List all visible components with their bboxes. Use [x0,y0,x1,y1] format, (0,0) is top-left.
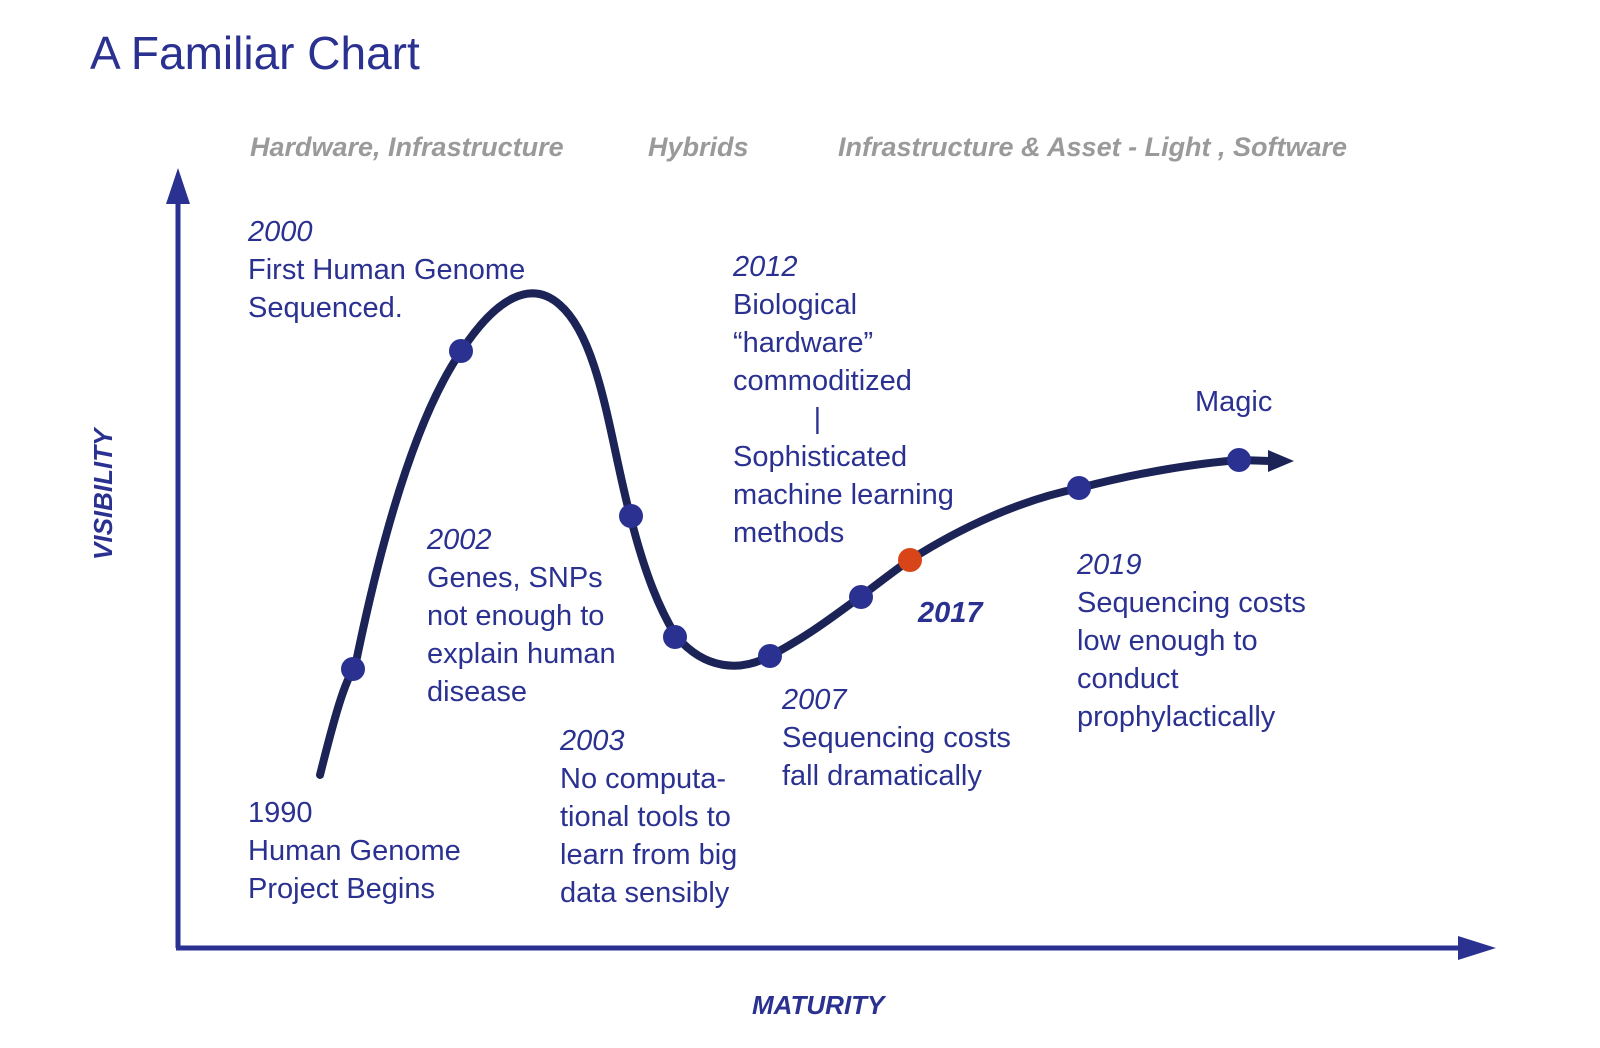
annotation-year: 2017 [918,597,983,629]
annotation-1990: 1990 Human Genome Project Begins [248,794,461,908]
annotation-year: 2000 [248,216,313,248]
annotation-2000: 2000 First Human Genome Sequenced. [248,213,525,327]
annotation-2007: 2007 Sequencing costs fall dramatically [782,681,1011,795]
x-axis-arrowhead [1458,936,1496,960]
annotation-magic: Magic [1195,383,1272,421]
annotation-text: Human Genome Project Begins [248,835,461,905]
curve-arrowhead [1268,450,1294,472]
annotation-2002: 2002 Genes, SNPs not enough to explain h… [427,521,616,711]
annotation-year: 2019 [1077,549,1142,581]
annotation-2012: 2012 Biological “hardware” commoditized … [733,248,954,552]
phase-label-hardware: Hardware, Infrastructure [250,132,564,162]
phase-label-software: Infrastructure & Asset - Light , Softwar… [838,132,1348,162]
milestone-dot [849,585,873,609]
milestone-dot [1067,476,1091,500]
milestone-dot [758,644,782,668]
x-axis-label: MATURITY [752,990,885,1020]
annotation-text: Sequencing costs fall dramatically [782,722,1011,792]
annotation-year: 2002 [427,524,492,556]
annotation-text: No computa- tional tools to learn from b… [560,763,738,909]
annotation-2019: 2019 Sequencing costs low enough to cond… [1077,546,1306,736]
annotation-2017: 2017 [918,594,983,632]
annotation-text: Biological “hardware” commoditized | Sop… [733,289,954,549]
annotation-text: Sequencing costs low enough to conduct p… [1077,587,1306,733]
milestone-dot [341,657,365,681]
milestone-dot [663,625,687,649]
milestone-dot-2017 [898,548,922,572]
phase-label-hybrids: Hybrids [648,132,749,162]
milestone-dot [449,339,473,363]
milestone-dot [619,504,643,528]
annotation-2003: 2003 No computa- tional tools to learn f… [560,722,737,912]
chart-title: A Familiar Chart [90,27,420,79]
annotation-text: Genes, SNPs not enough to explain human … [427,562,616,708]
y-axis-arrowhead [166,168,190,204]
annotation-text: First Human Genome Sequenced. [248,254,526,324]
annotation-year: 2007 [782,684,847,716]
hype-curve [316,289,1274,779]
milestone-dot [1227,448,1251,472]
annotation-text: Magic [1195,386,1273,418]
annotation-year: 2012 [733,251,798,283]
annotation-year: 2003 [560,725,625,757]
y-axis-label: VISIBILITY [88,428,118,560]
annotation-year: 1990 [248,797,313,829]
